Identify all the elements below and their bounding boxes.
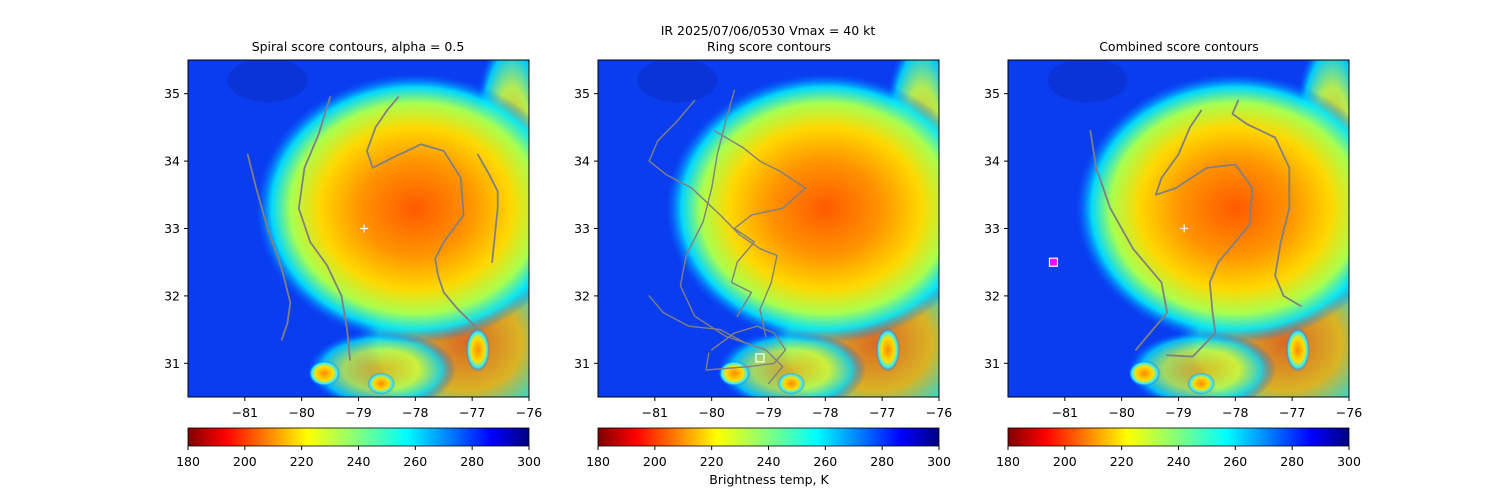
y-tick-label: 34 <box>574 154 590 169</box>
colorbar-label: Brightness temp, K <box>709 472 829 487</box>
colorbar-tick-label: 200 <box>643 454 667 469</box>
y-tick-label: 32 <box>574 288 590 303</box>
cloud-band-south <box>306 330 457 397</box>
colorbar-tick-label: 180 <box>176 454 200 469</box>
convective-cell-1 <box>308 360 341 387</box>
convective-cell-3 <box>465 327 490 372</box>
colorbar-tick-label: 220 <box>290 454 314 469</box>
y-tick-label: 31 <box>164 356 180 371</box>
y-tick-label: 34 <box>984 154 1000 169</box>
plot-area-1 <box>188 60 529 397</box>
colorbar-tick-label: 240 <box>347 454 371 469</box>
colorbar-tick-label: 220 <box>1110 454 1134 469</box>
colorbar-tick-label: 180 <box>996 454 1020 469</box>
storm-cloud-shield <box>1075 73 1349 344</box>
x-tick-label: −79 <box>1165 405 1191 420</box>
colorbar-tick-label: 300 <box>927 454 951 469</box>
x-tick-label: −77 <box>459 405 485 420</box>
colorbar-tick-label: 200 <box>1053 454 1077 469</box>
x-tick-label: −81 <box>232 405 258 420</box>
convective-cell-2 <box>777 372 806 395</box>
colorbar-tick-label: 280 <box>460 454 484 469</box>
colorbar-tick-label: 260 <box>1223 454 1247 469</box>
colorbar <box>597 427 940 447</box>
colorbar-tick-label: 180 <box>586 454 610 469</box>
y-tick-label: 33 <box>164 221 180 236</box>
score-contour-2 <box>648 99 778 337</box>
score-contour-2 <box>297 96 351 361</box>
score-contour-3 <box>713 130 807 317</box>
figure-suptitle: IR 2025/07/06/0530 Vmax = 40 kt <box>660 23 876 38</box>
x-tick-label: −80 <box>1108 405 1134 420</box>
convective-cell-3 <box>1285 327 1310 372</box>
score-contour-4 <box>476 153 499 264</box>
convective-cell-2 <box>367 372 396 395</box>
y-tick-label: 35 <box>574 86 590 101</box>
x-tick-label: −80 <box>288 405 314 420</box>
y-tick-label: 33 <box>984 221 1000 236</box>
x-tick-label: −76 <box>516 405 542 420</box>
y-tick-label: 35 <box>164 86 180 101</box>
x-tick-label: −78 <box>1222 405 1248 420</box>
y-tick-label: 32 <box>984 288 1000 303</box>
x-tick-label: −78 <box>402 405 428 420</box>
panel-title-spiral: Spiral score contours, alpha = 0.5 <box>251 39 465 54</box>
plot-area-2 <box>598 60 939 397</box>
convective-cell-1 <box>718 360 751 387</box>
y-tick-label: 34 <box>164 154 180 169</box>
x-tick-label: −79 <box>345 405 371 420</box>
combined-square-marker <box>1048 257 1059 267</box>
convective-cell-3 <box>875 327 900 372</box>
colorbar-tick-label: 300 <box>1337 454 1361 469</box>
center-square-marker <box>755 353 765 363</box>
colorbar <box>1007 427 1350 447</box>
score-contour-1 <box>246 153 292 341</box>
y-tick-label: 31 <box>574 356 590 371</box>
x-tick-label: −79 <box>755 405 781 420</box>
x-tick-label: −77 <box>1279 405 1305 420</box>
colorbar-tick-label: 280 <box>1280 454 1304 469</box>
x-tick-label: −76 <box>1336 405 1362 420</box>
convective-cell-2 <box>1187 372 1216 395</box>
colorbar-tick-label: 240 <box>1167 454 1191 469</box>
cold-sea-patch <box>1047 60 1128 103</box>
cloud-band-south <box>1126 330 1277 397</box>
storm-cloud-shield <box>255 73 529 344</box>
panel-title-ring: Ring score contours <box>706 39 832 54</box>
score-contour-2 <box>1154 109 1254 358</box>
cold-sea-patch <box>637 60 718 103</box>
center-plus-marker <box>360 224 369 233</box>
x-tick-label: −77 <box>869 405 895 420</box>
colorbar-tick-label: 260 <box>403 454 427 469</box>
score-contour-1 <box>679 89 784 385</box>
colorbar <box>187 427 530 447</box>
x-tick-label: −81 <box>1052 405 1078 420</box>
x-tick-label: −76 <box>926 405 952 420</box>
colorbar-tick-label: 200 <box>233 454 257 469</box>
colorbar-tick-label: 280 <box>870 454 894 469</box>
cold-sea-patch <box>227 60 308 103</box>
x-tick-label: −78 <box>812 405 838 420</box>
x-tick-label: −81 <box>642 405 668 420</box>
score-contour-3 <box>366 96 476 328</box>
y-tick-label: 32 <box>164 288 180 303</box>
convective-cell-1 <box>1128 360 1161 387</box>
score-contour-1 <box>1089 129 1168 351</box>
plot-area-3 <box>1008 60 1349 397</box>
colorbar-tick-label: 300 <box>517 454 541 469</box>
y-tick-label: 33 <box>574 221 590 236</box>
colorbar-tick-label: 240 <box>757 454 781 469</box>
score-contour-4 <box>705 325 787 371</box>
colorbar-tick-label: 260 <box>813 454 837 469</box>
cloud-band-south <box>716 330 867 397</box>
score-contour-5 <box>648 295 747 344</box>
colorbar-tick-label: 220 <box>700 454 724 469</box>
x-tick-label: −80 <box>698 405 724 420</box>
score-contour-3 <box>1231 99 1302 307</box>
y-tick-label: 31 <box>984 356 1000 371</box>
y-tick-label: 35 <box>984 86 1000 101</box>
center-plus-marker <box>1180 224 1189 233</box>
panel-title-combined: Combined score contours <box>1099 39 1259 54</box>
